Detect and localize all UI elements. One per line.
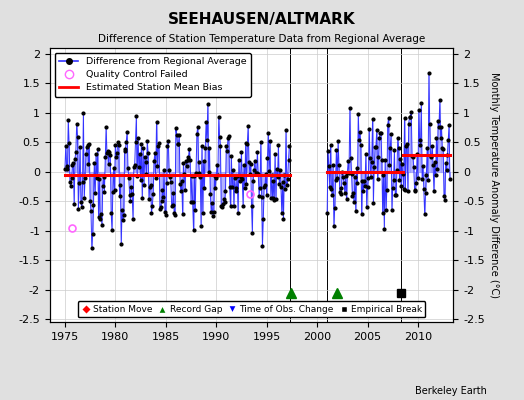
Text: Berkeley Earth: Berkeley Earth — [416, 386, 487, 396]
Text: SEEHAUSEN/ALTMARK: SEEHAUSEN/ALTMARK — [168, 12, 356, 27]
Y-axis label: Monthly Temperature Anomaly Difference (°C): Monthly Temperature Anomaly Difference (… — [488, 72, 499, 298]
Text: Difference of Station Temperature Data from Regional Average: Difference of Station Temperature Data f… — [99, 34, 425, 44]
Legend: Station Move, Record Gap, Time of Obs. Change, Empirical Break: Station Move, Record Gap, Time of Obs. C… — [78, 301, 425, 318]
